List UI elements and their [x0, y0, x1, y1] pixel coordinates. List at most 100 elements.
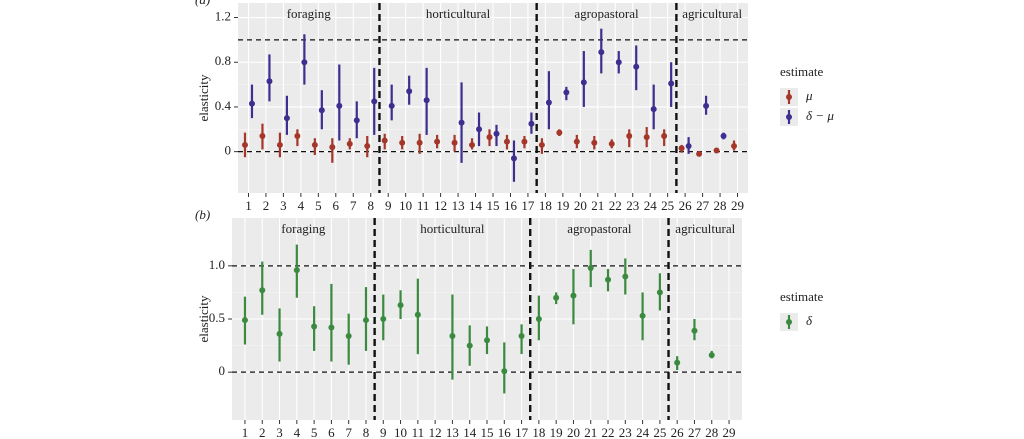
point	[416, 139, 423, 146]
point	[241, 317, 248, 324]
x-tick-label: 11	[412, 425, 425, 439]
group-label: horticultural	[420, 221, 485, 236]
legend-title: estimate	[780, 64, 824, 79]
x-tick-label: 19	[550, 425, 563, 439]
x-tick-label: 15	[487, 198, 500, 213]
x-tick-label: 24	[644, 198, 658, 213]
x-tick-label: 19	[556, 198, 569, 213]
x-tick-label: 5	[311, 425, 318, 439]
point	[503, 138, 510, 145]
x-tick-label: 11	[417, 198, 430, 213]
point	[691, 327, 698, 334]
point	[241, 141, 248, 148]
group-label: agropastoral	[574, 6, 639, 21]
panel-label: (b)	[195, 207, 210, 222]
x-tick-label: 16	[504, 198, 518, 213]
point	[510, 155, 517, 162]
point	[362, 317, 369, 324]
x-tick-label: 18	[539, 198, 552, 213]
x-tick-label: 22	[602, 425, 615, 439]
x-tick-label: 8	[363, 425, 370, 439]
x-tick-label: 8	[367, 198, 374, 213]
point	[283, 115, 290, 122]
point	[685, 143, 692, 150]
x-tick-label: 18	[532, 425, 545, 439]
point	[605, 276, 612, 283]
x-tick-label: 5	[315, 198, 322, 213]
x-tick-label: 25	[653, 425, 666, 439]
point	[388, 102, 395, 109]
point	[458, 119, 465, 126]
x-tick-label: 22	[609, 198, 622, 213]
x-tick-label: 2	[259, 425, 266, 439]
y-tick-label: 0.8	[215, 53, 231, 68]
point	[615, 59, 622, 66]
point	[713, 147, 720, 154]
point	[259, 287, 266, 294]
x-tick-label: 2	[263, 198, 270, 213]
point	[563, 89, 570, 96]
x-tick-label: 10	[399, 198, 412, 213]
point	[406, 88, 413, 95]
point	[414, 311, 421, 318]
point	[633, 63, 640, 70]
point	[345, 333, 352, 340]
point	[661, 133, 668, 139]
x-tick-label: 7	[350, 198, 357, 213]
point	[381, 137, 388, 144]
x-tick-label: 28	[705, 425, 718, 439]
x-tick-label: 23	[626, 198, 639, 213]
point	[521, 138, 528, 145]
point	[731, 143, 738, 150]
point	[476, 126, 483, 133]
x-tick-label: 12	[429, 425, 442, 439]
point	[423, 97, 430, 104]
point	[434, 138, 441, 145]
y-tick-label: 0	[225, 143, 232, 158]
point	[259, 133, 266, 139]
point	[451, 139, 458, 146]
x-tick-label: 1	[245, 198, 252, 213]
point	[556, 129, 563, 136]
point	[622, 273, 629, 280]
point	[587, 264, 594, 271]
point	[293, 267, 300, 274]
point	[608, 140, 615, 147]
legend-label: μ	[805, 88, 813, 103]
point	[650, 106, 657, 113]
point	[336, 102, 343, 109]
point	[371, 98, 378, 105]
point	[466, 342, 473, 349]
x-tick-label: 21	[584, 425, 597, 439]
legend-swatch	[786, 319, 792, 325]
x-tick-label: 16	[498, 425, 512, 439]
x-tick-label: 20	[574, 198, 587, 213]
x-tick-label: 14	[463, 425, 477, 439]
y-tick-label: 0.4	[215, 98, 232, 113]
point	[266, 78, 273, 85]
x-tick-label: 6	[328, 425, 335, 439]
point	[545, 99, 552, 106]
point	[311, 323, 318, 330]
point	[643, 134, 650, 141]
x-tick-label: 7	[345, 425, 352, 439]
x-tick-label: 21	[591, 198, 604, 213]
point	[486, 134, 493, 141]
point	[591, 139, 598, 146]
x-tick-label: 6	[333, 198, 340, 213]
point	[708, 352, 715, 359]
point	[399, 139, 406, 146]
x-tick-label: 17	[521, 198, 535, 213]
point	[397, 302, 404, 309]
point	[553, 294, 560, 301]
point	[703, 102, 710, 109]
point	[528, 120, 535, 127]
point	[639, 312, 646, 319]
y-tick-label: 1.2	[215, 9, 231, 24]
point	[353, 117, 360, 124]
point	[380, 316, 387, 322]
x-tick-label: 3	[276, 425, 283, 439]
x-tick-label: 13	[452, 198, 465, 213]
point	[328, 324, 335, 331]
